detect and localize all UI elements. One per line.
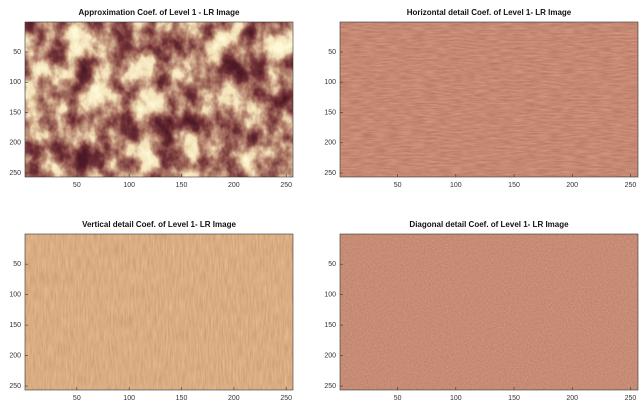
y-tick-label: 50 <box>13 261 21 268</box>
subplot-title: Horizontal detail Coef. of Level 1- LR I… <box>407 8 572 17</box>
subplot-title: Diagonal detail Coef. of Level 1- LR Ima… <box>409 220 569 229</box>
image <box>340 234 638 390</box>
y-tick-label: 250 <box>9 170 21 177</box>
x-tick-label: 100 <box>123 395 135 402</box>
y-tick-label: 50 <box>328 261 336 268</box>
x-tick-label: 200 <box>566 395 578 402</box>
y-tick-label: 150 <box>324 322 336 329</box>
y-tick-label: 100 <box>324 291 336 298</box>
x-tick-label: 200 <box>566 182 578 189</box>
figure: Approximation Coef. of Level 1 - LR Imag… <box>0 0 644 405</box>
y-tick-label: 50 <box>13 49 21 56</box>
image <box>25 22 293 177</box>
x-tick-label: 250 <box>625 395 637 402</box>
x-tick-label: 100 <box>450 182 462 189</box>
x-tick-label: 50 <box>394 182 402 189</box>
y-tick-label: 200 <box>324 352 336 359</box>
y-tick-label: 200 <box>9 140 21 147</box>
x-tick-label: 50 <box>73 395 81 402</box>
y-tick-label: 150 <box>9 322 21 329</box>
y-tick-label: 200 <box>324 140 336 147</box>
y-tick-label: 100 <box>324 79 336 86</box>
y-tick-label: 250 <box>324 383 336 390</box>
y-tick-label: 50 <box>328 49 336 56</box>
subplot-title: Vertical detail Coef. of Level 1- LR Ima… <box>82 220 236 229</box>
x-tick-label: 250 <box>280 182 292 189</box>
x-tick-label: 150 <box>176 182 188 189</box>
x-tick-label: 150 <box>176 395 188 402</box>
x-tick-label: 200 <box>228 182 240 189</box>
y-tick-label: 100 <box>9 79 21 86</box>
y-tick-label: 200 <box>9 352 21 359</box>
x-tick-label: 50 <box>394 395 402 402</box>
x-tick-label: 250 <box>625 182 637 189</box>
y-tick-label: 250 <box>324 170 336 177</box>
y-tick-label: 100 <box>9 291 21 298</box>
y-tick-label: 150 <box>9 109 21 116</box>
image <box>340 22 638 177</box>
image <box>25 234 293 390</box>
y-tick-label: 150 <box>324 109 336 116</box>
x-tick-label: 150 <box>508 182 520 189</box>
x-tick-label: 150 <box>508 395 520 402</box>
x-tick-label: 50 <box>73 182 81 189</box>
x-tick-label: 100 <box>450 395 462 402</box>
subplot-title: Approximation Coef. of Level 1 - LR Imag… <box>79 8 240 17</box>
x-tick-label: 100 <box>123 182 135 189</box>
x-tick-label: 250 <box>280 395 292 402</box>
x-tick-label: 200 <box>228 395 240 402</box>
y-tick-label: 250 <box>9 383 21 390</box>
